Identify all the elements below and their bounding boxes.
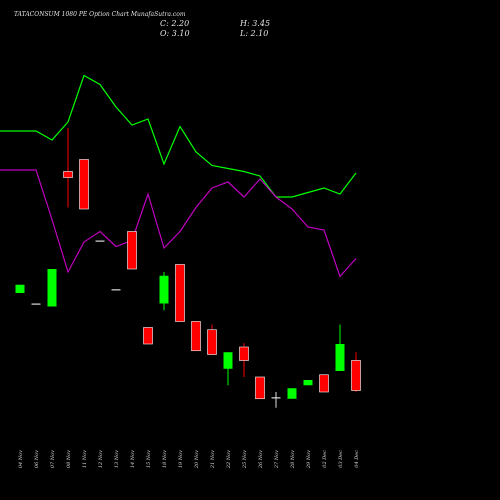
candle-body: [335, 344, 345, 371]
candle: [351, 352, 361, 392]
x-tick-label: 29 Nov: [306, 450, 312, 469]
candle: [255, 376, 265, 400]
candle-body: [191, 321, 201, 352]
x-tick-label: 18 Nov: [162, 450, 168, 468]
candle-body: [175, 264, 185, 322]
candle-body: [207, 329, 217, 355]
x-tick-label: 04 Nov: [18, 450, 24, 468]
x-axis-ticks: 04 Nov 06 Nov 07 Nov 08 Nov 11 Nov 12 Nov 13 N…: [18, 450, 360, 469]
candle-body: [79, 159, 89, 210]
x-tick-label: 26 Nov: [258, 450, 264, 469]
candle-body: [15, 284, 25, 293]
close-value: C: 2.20: [160, 19, 189, 28]
indicator-line-2: [0, 169, 357, 278]
candle-body: [127, 231, 137, 270]
candle: [111, 289, 121, 291]
candle: [159, 272, 169, 311]
x-tick-label: 21 Nov: [210, 450, 216, 469]
x-tick-label: 07 Nov: [50, 450, 56, 468]
candle-body: [143, 327, 153, 345]
candle-body: [303, 380, 313, 386]
candle-body: [271, 397, 281, 399]
candle: [191, 321, 201, 352]
x-tick-label: 08 Nov: [66, 450, 72, 468]
candle-body: [111, 289, 121, 291]
candle: [207, 324, 217, 355]
indicator-line-1: [0, 74, 357, 198]
candle: [303, 380, 313, 386]
low-value: L: 2.10: [239, 29, 268, 38]
candle: [271, 392, 281, 408]
candle-body: [319, 374, 329, 393]
x-tick-label: 28 Nov: [290, 450, 296, 469]
candle-body: [255, 376, 265, 400]
candle-body: [223, 352, 233, 369]
candle: [335, 324, 345, 371]
x-tick-label: 27 Nov: [274, 450, 280, 469]
candle-body: [159, 275, 169, 304]
x-tick-label: 13 Nov: [114, 450, 120, 468]
candle-body: [31, 303, 41, 305]
candle: [319, 374, 329, 393]
x-tick-label: 20 Nov: [194, 450, 200, 469]
x-tick-label: 14 Nov: [130, 450, 136, 468]
x-tick-label: 15 Nov: [146, 450, 152, 468]
candles: [15, 128, 361, 408]
x-tick-label: 04 Dec: [354, 450, 360, 468]
candle-body: [63, 171, 73, 178]
candle: [287, 388, 297, 399]
candle-body: [95, 240, 105, 242]
candle: [175, 264, 185, 322]
x-tick-label: 19 Nov: [178, 450, 184, 468]
x-tick-label: 06 Nov: [34, 450, 40, 468]
candle: [31, 303, 41, 305]
chart-title: TATACONSUM 1080 PE Option Chart MunafaSu…: [14, 11, 186, 18]
x-tick-label: 11 Nov: [82, 450, 88, 468]
candle: [127, 231, 137, 270]
candle-body: [287, 388, 297, 399]
candle: [143, 327, 153, 345]
candle: [95, 240, 105, 242]
x-tick-label: 25 Nov: [242, 450, 248, 469]
x-tick-label: 12 Nov: [98, 450, 104, 468]
x-tick-label: 22 Nov: [226, 450, 232, 469]
x-tick-label: 03 Dec: [338, 450, 344, 468]
candle-body: [351, 360, 361, 391]
candle: [239, 343, 249, 377]
candle: [47, 269, 57, 307]
candle: [223, 352, 233, 386]
open-value: O: 3.10: [160, 29, 190, 38]
x-tick-label: 02 Dec: [322, 450, 328, 468]
candle-body: [47, 269, 57, 307]
candle-body: [239, 346, 249, 361]
candle: [15, 284, 25, 293]
indicator-lines: [0, 74, 357, 278]
candle: [79, 159, 89, 210]
high-value: H: 3.45: [239, 19, 270, 28]
candle: [63, 128, 73, 208]
